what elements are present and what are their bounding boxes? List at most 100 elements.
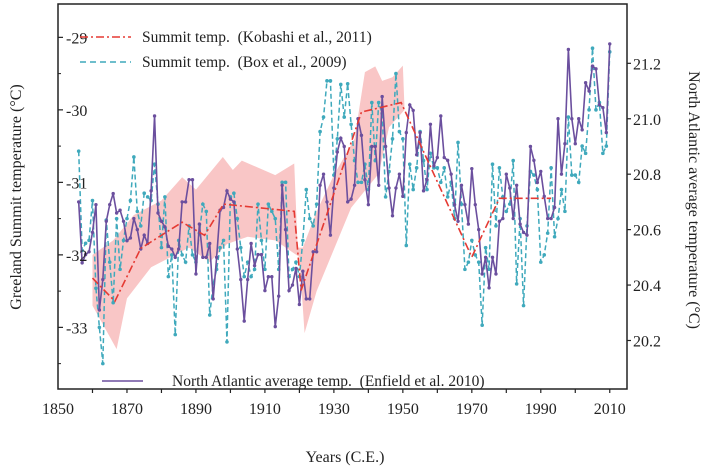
enfield-data-point <box>208 241 212 246</box>
enfield-data-point <box>256 252 260 257</box>
box-data-point <box>107 260 112 264</box>
enfield-data-point <box>404 130 408 135</box>
box-data-point <box>570 173 574 177</box>
enfield-data-point <box>466 222 471 226</box>
x-tick-label: 1910 <box>249 401 281 418</box>
enfield-data-point <box>97 308 102 312</box>
box-data-point <box>356 180 360 185</box>
box-data-point <box>556 216 560 221</box>
enfield-data-point <box>239 277 243 282</box>
enfield-data-point <box>452 202 457 207</box>
enfield-data-point <box>587 89 591 93</box>
box-data-point <box>345 81 350 86</box>
enfield-data-point <box>132 216 136 221</box>
enfield-data-point <box>273 324 277 329</box>
box-data-point <box>601 151 605 156</box>
enfield-data-point <box>590 64 595 68</box>
box-data-point <box>238 245 243 250</box>
box-data-point <box>101 361 105 366</box>
box-data-point <box>270 209 274 214</box>
enfield-data-point <box>280 183 284 187</box>
box-data-point <box>204 209 209 214</box>
box-data-point <box>456 140 460 145</box>
enfield-data-point <box>101 277 105 282</box>
box-data-point <box>359 180 364 185</box>
box-data-point <box>559 187 564 192</box>
enfield-data-point <box>525 233 529 237</box>
enfield-data-point <box>397 172 402 176</box>
box-data-point <box>259 238 264 243</box>
enfield-data-point <box>563 141 567 146</box>
enfield-data-point <box>204 255 208 260</box>
enfield-data-point <box>194 272 198 276</box>
enfield-data-point <box>125 239 129 243</box>
box-data-point <box>394 71 398 76</box>
enfield-data-point <box>459 183 464 187</box>
y-right-tick-label: 20.6 <box>633 223 661 240</box>
box-data-point <box>273 216 278 221</box>
enfield-data-point <box>363 178 367 182</box>
box-data-point <box>483 245 488 250</box>
enfield-data-point <box>377 183 381 187</box>
x-tick-label: 1890 <box>180 401 212 418</box>
enfield-data-point <box>490 255 495 260</box>
enfield-data-point <box>170 247 174 251</box>
enfield-data-point <box>504 172 509 176</box>
box-data-point <box>514 282 519 286</box>
enfield-data-point <box>390 214 395 218</box>
enfield-data-point <box>514 183 519 187</box>
box-data-point <box>318 129 322 134</box>
box-data-point <box>549 166 553 170</box>
enfield-data-point <box>201 255 205 260</box>
enfield-data-point <box>152 114 157 118</box>
enfield-data-point <box>342 144 346 149</box>
enfield-data-point <box>242 319 246 323</box>
box-data-point <box>335 137 340 141</box>
enfield-data-point <box>435 155 440 160</box>
box-data-point <box>507 202 512 206</box>
enfield-data-point <box>197 222 202 226</box>
enfield-data-point <box>414 153 419 157</box>
enfield-data-point <box>287 288 291 293</box>
enfield-data-point <box>477 227 481 232</box>
enfield-data-point <box>211 297 215 301</box>
y-right-tick-label: 20.2 <box>633 333 661 350</box>
enfield-data-point <box>559 172 564 176</box>
enfield-data-point <box>349 197 353 201</box>
enfield-data-point <box>311 250 315 254</box>
box-data-point <box>280 180 284 185</box>
box-data-point <box>173 332 178 337</box>
box-data-point <box>435 166 440 170</box>
box-data-point <box>221 238 226 243</box>
box-data-point <box>294 260 298 264</box>
box-data-point <box>466 260 471 264</box>
box-data-point <box>438 180 443 185</box>
enfield-data-point <box>301 269 305 273</box>
box-data-point <box>401 137 405 141</box>
y-left-tick-label: -32 <box>66 248 87 265</box>
box-data-point <box>442 166 447 170</box>
box-data-point <box>307 216 312 221</box>
box-data-point <box>445 195 450 199</box>
box-data-point <box>494 224 498 228</box>
enfield-data-point <box>108 202 112 207</box>
enfield-data-point <box>487 286 491 290</box>
box-data-point <box>532 173 536 177</box>
box-data-point <box>290 267 295 272</box>
enfield-data-point <box>449 172 453 176</box>
box-data-point <box>421 158 426 163</box>
box-data-point <box>470 238 474 243</box>
box-data-point <box>414 166 419 170</box>
enfield-data-point <box>473 202 477 207</box>
enfield-data-point <box>235 247 240 251</box>
enfield-data-point <box>118 208 122 212</box>
x-tick-label: 1970 <box>456 401 488 418</box>
y-left-tick-label: -33 <box>66 320 87 337</box>
enfield-data-point <box>545 216 550 221</box>
enfield-data-point <box>583 81 588 85</box>
box-data-point <box>121 238 126 243</box>
box-data-point <box>576 180 581 185</box>
enfield-data-point <box>283 227 288 232</box>
box-data-point <box>328 79 333 83</box>
